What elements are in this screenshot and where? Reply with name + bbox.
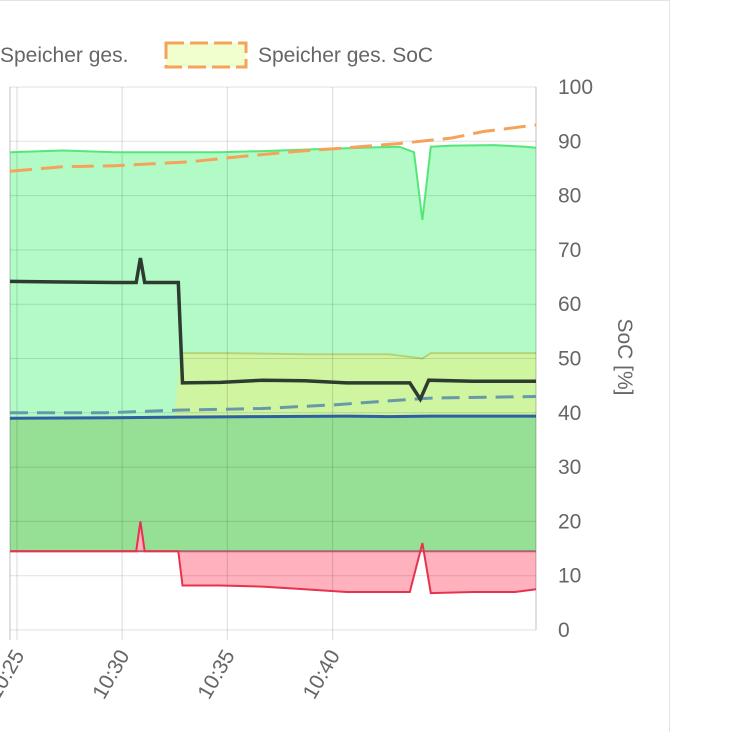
series-area-red — [10, 521, 536, 594]
series-line-blue — [9, 414, 536, 420]
y-tick-label: 20 — [558, 510, 581, 533]
y-tick-label: 40 — [558, 402, 581, 425]
y-tick-label: 70 — [558, 239, 581, 262]
y-tick-label: 10 — [558, 565, 581, 588]
series-line-olive — [180, 352, 536, 360]
legend[interactable]: Speicher ges. Speicher ges. SoC — [0, 41, 433, 69]
y-tick-label: 50 — [558, 348, 581, 371]
x-axis-ticks: 10:25 10:30 10:35 10:40 — [0, 646, 345, 703]
series-line-orange-dashed — [9, 123, 537, 173]
legend-label-speicher-ges[interactable]: Speicher ges. — [0, 44, 128, 67]
y-axis-title: SoC [%] — [613, 318, 636, 395]
plot-area — [9, 86, 537, 640]
legend-swatch-speicher-ges-soc[interactable] — [164, 41, 248, 69]
y-tick-label: 90 — [558, 130, 581, 153]
series-line-green — [9, 144, 537, 221]
x-tick-label: 10:40 — [299, 646, 345, 703]
y-tick-label: 100 — [558, 76, 593, 99]
x-tick-label: 10:25 — [0, 646, 29, 703]
series-area-olive — [174, 353, 536, 421]
y-tick-label: 0 — [558, 619, 570, 642]
x-tick-label: 10:35 — [193, 646, 239, 703]
chart-card: Speicher ges. Speicher ges. SoC 100 90 80 7… — [0, 0, 670, 732]
legend-label-speicher-ges-soc[interactable]: Speicher ges. SoC — [258, 44, 433, 67]
series-line-blue-dashed — [10, 395, 537, 415]
series-line-red — [10, 521, 537, 595]
x-tick-label: 10:30 — [88, 646, 134, 703]
y-tick-label: 30 — [558, 456, 581, 479]
series-line-black — [9, 257, 536, 403]
y-tick-label: 60 — [558, 293, 581, 316]
y-tick-label: 80 — [558, 185, 581, 208]
